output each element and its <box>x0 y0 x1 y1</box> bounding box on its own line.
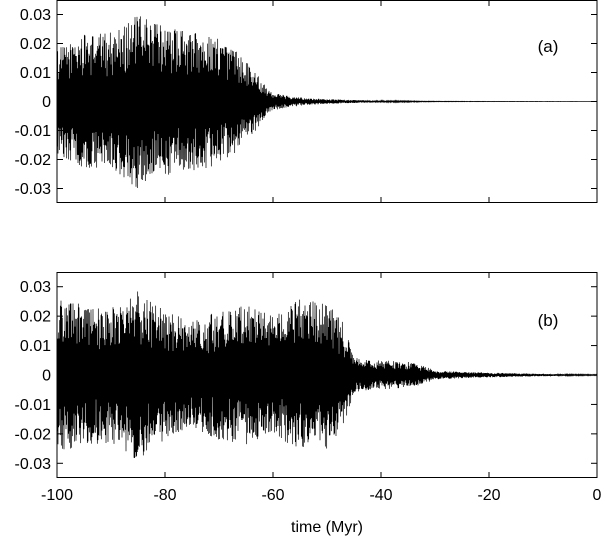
y-tick-label: 0.01 <box>20 338 51 355</box>
y-tick-label: -0.03 <box>15 181 52 198</box>
y-tick-label: -0.01 <box>15 397 52 414</box>
y-tick-label: -0.02 <box>15 426 52 443</box>
x-tick-label: -100 <box>41 487 73 504</box>
y-tick-label: 0.02 <box>20 36 51 53</box>
x-tick-label: -80 <box>153 487 176 504</box>
signal-line <box>56 291 598 459</box>
y-tick-label: 0.01 <box>20 65 51 82</box>
panel-b: 0.03 0.02 0.01 0 -0.01 -0.02 -0.03 -100 -80 -60 -4… <box>15 272 602 504</box>
panel-label: (a) <box>538 37 559 56</box>
x-tick-label: 0 <box>593 487 602 504</box>
x-tick-label: -20 <box>477 487 500 504</box>
y-tick-label: 0 <box>42 94 51 111</box>
y-tick-label: -0.02 <box>15 152 52 169</box>
x-tick-label: -40 <box>369 487 392 504</box>
y-tick-label: -0.01 <box>15 123 52 140</box>
y-tick-label: 0 <box>42 368 51 385</box>
x-tick-label: -60 <box>261 487 284 504</box>
panel-a: 0.03 0.02 0.01 0 -0.01 -0.02 -0.03 (a) <box>15 0 598 203</box>
signal-line <box>56 16 598 189</box>
y-tick-label: -0.03 <box>15 456 52 473</box>
x-axis-title: time (Myr) <box>291 519 363 536</box>
y-tick-label: 0.03 <box>20 7 51 24</box>
y-tick-label: 0.03 <box>20 279 51 296</box>
y-tick-label: 0.02 <box>20 309 51 326</box>
panel-label: (b) <box>538 311 559 330</box>
